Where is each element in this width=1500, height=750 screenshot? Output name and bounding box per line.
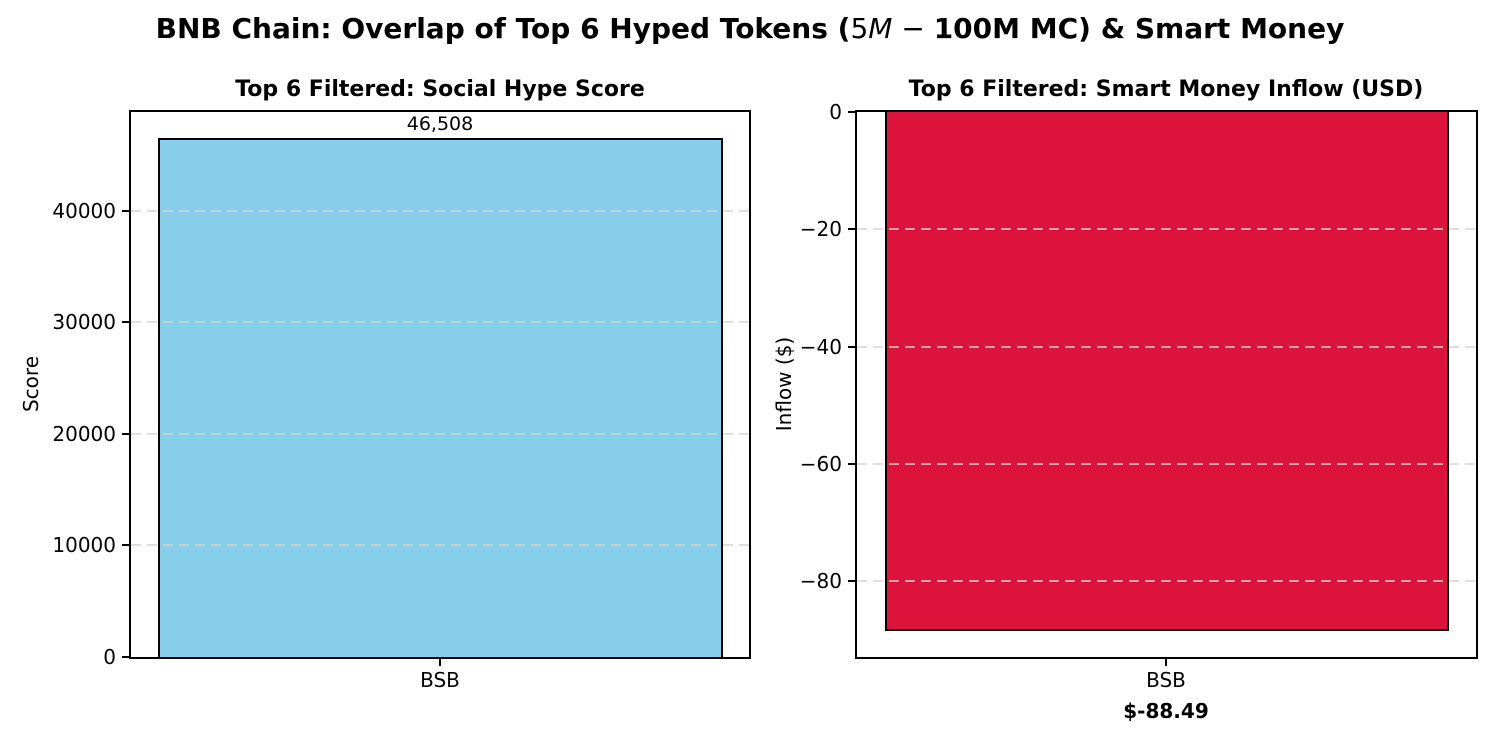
right-ytick-label: −60 (799, 452, 842, 476)
left-ytick-label: 30000 (52, 310, 116, 334)
left-ytick-40000 (122, 210, 131, 212)
left-ytick-label: 10000 (52, 533, 116, 557)
right-gridline-neg40 (857, 346, 1476, 348)
right-chart-bar-bsb (885, 112, 1449, 631)
figure-title: BNB Chain: Overlap of Top 6 Hyped Tokens… (0, 12, 1500, 46)
left-gridline-40000 (131, 210, 749, 212)
right-chart-title: Top 6 Filtered: Smart Money Inflow (USD) (908, 77, 1424, 102)
left-xtick-bsb (439, 657, 441, 666)
figure-title-bold-start: BNB Chain: Overlap of Top 6 Hyped Tokens… (155, 12, 851, 45)
right-gridline-neg80 (857, 580, 1476, 582)
left-gridline-20000 (131, 433, 749, 435)
right-xtick-label-bsb: BSB (1146, 668, 1186, 692)
left-ytick-label: 20000 (52, 422, 116, 446)
figure-title-math-minus: − (892, 12, 934, 45)
figure-title-math-letter: M (868, 12, 893, 45)
left-ytick-label: 40000 (52, 199, 116, 223)
figure-title-bold-end: 100M MC) & Smart Money (933, 12, 1345, 45)
left-xtick-label-bsb: BSB (420, 668, 460, 692)
right-ytick-neg40 (848, 346, 857, 348)
left-ytick-0 (122, 656, 131, 658)
left-gridline-10000 (131, 544, 749, 546)
right-gridline-neg60 (857, 463, 1476, 465)
left-chart-ylabel: Score (19, 355, 43, 413)
right-xtick-bsb (1165, 657, 1167, 666)
left-chart-bar-bsb (158, 138, 723, 657)
right-gridline-neg20 (857, 228, 1476, 230)
left-ytick-label: 0 (103, 645, 116, 669)
right-ytick-0 (848, 111, 857, 113)
right-ytick-neg80 (848, 580, 857, 582)
right-ytick-label: −20 (799, 217, 842, 241)
left-gridline-30000 (131, 321, 749, 323)
left-ytick-10000 (122, 544, 131, 546)
right-ytick-label: 0 (829, 100, 842, 124)
left-ytick-20000 (122, 433, 131, 435)
right-bar-value-label: $-88.49 (1123, 699, 1209, 723)
right-ytick-neg20 (848, 228, 857, 230)
right-ytick-label: −80 (799, 569, 842, 593)
left-ytick-30000 (122, 321, 131, 323)
right-ytick-neg60 (848, 463, 857, 465)
figure-title-math-digit: 5 (850, 12, 869, 45)
right-ytick-label: −40 (799, 335, 842, 359)
left-chart-title: Top 6 Filtered: Social Hype Score (235, 77, 645, 102)
right-chart-ylabel: Inflow ($) (772, 336, 796, 432)
left-bar-value-label: 46,508 (406, 113, 474, 135)
